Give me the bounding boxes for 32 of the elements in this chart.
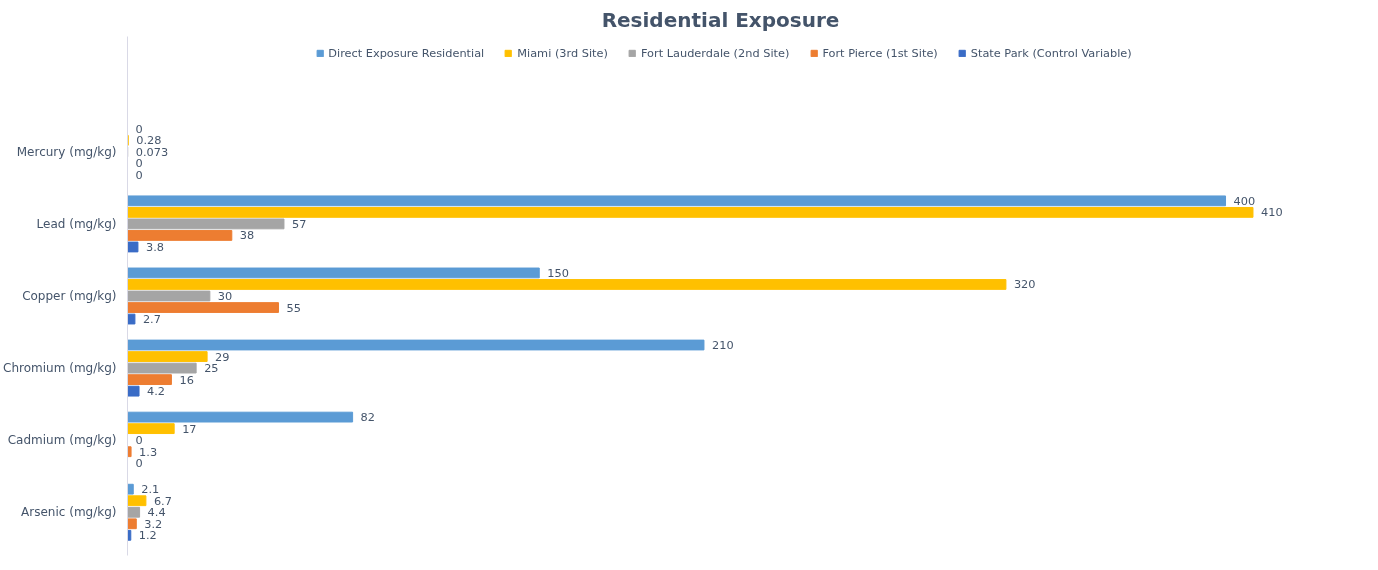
data-label: 150: [547, 265, 569, 280]
legend-label: State Park (Control Variable): [970, 46, 1132, 60]
y-tick-label: Chromium (mg/kg): [3, 361, 117, 376]
y-tick-label: Lead (mg/kg): [36, 216, 117, 231]
y-tick-label: Arsenic (mg/kg): [21, 505, 117, 520]
data-label: 2.7: [142, 312, 161, 327]
data-label: 3.8: [145, 239, 164, 254]
data-label: 0: [135, 121, 143, 136]
legend-label: Miami (3rd Site): [517, 46, 608, 60]
data-label: 29: [215, 349, 230, 364]
legend-label: Fort Lauderdale (2nd Site): [640, 46, 790, 60]
data-label: 38: [239, 228, 255, 243]
data-label: 17: [182, 421, 197, 436]
data-label: 55: [286, 300, 301, 315]
data-label: 400: [1233, 193, 1256, 208]
y-tick-label: Copper (mg/kg): [22, 289, 117, 303]
data-label: 1.2: [138, 528, 157, 543]
data-label: 0: [135, 456, 143, 471]
data-label: 30: [217, 289, 233, 303]
data-label: 410: [1260, 205, 1283, 220]
legend-label: Fort Pierce (1st Site): [822, 46, 938, 60]
chart-title: Residential Exposure: [601, 7, 840, 32]
legend-label: Direct Exposure Residential: [328, 46, 485, 60]
data-label: 25: [204, 361, 219, 376]
data-label: 4.2: [147, 384, 166, 399]
data-label: 320: [1013, 277, 1036, 292]
data-label: 210: [711, 338, 734, 353]
y-tick-label: Mercury (mg/kg): [16, 144, 117, 159]
y-tick-label: Cadmium (mg/kg): [7, 433, 117, 448]
data-label: 82: [360, 410, 376, 425]
data-label: 57: [291, 216, 307, 231]
data-label: 16: [179, 372, 194, 387]
